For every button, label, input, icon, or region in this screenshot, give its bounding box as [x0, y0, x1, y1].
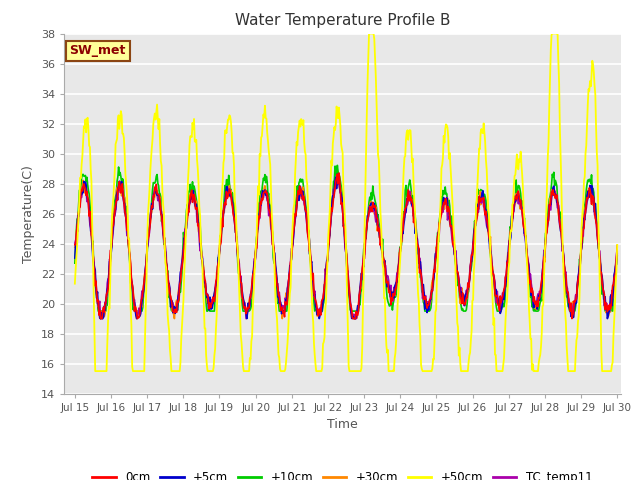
Title: Water Temperature Profile B: Water Temperature Profile B [235, 13, 450, 28]
X-axis label: Time: Time [327, 418, 358, 431]
Text: SW_met: SW_met [70, 44, 126, 58]
Legend: 0cm, +5cm, +10cm, +30cm, +50cm, TC_temp11: 0cm, +5cm, +10cm, +30cm, +50cm, TC_temp1… [88, 466, 597, 480]
Y-axis label: Temperature(C): Temperature(C) [22, 165, 35, 263]
